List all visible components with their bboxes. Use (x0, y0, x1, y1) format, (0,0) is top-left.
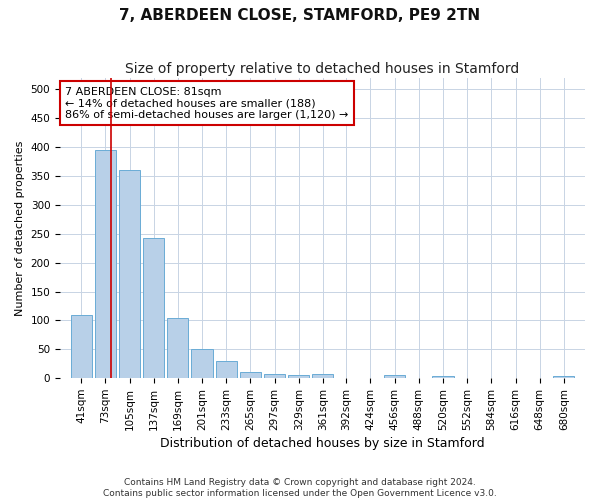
Text: Contains HM Land Registry data © Crown copyright and database right 2024.
Contai: Contains HM Land Registry data © Crown c… (103, 478, 497, 498)
Y-axis label: Number of detached properties: Number of detached properties (15, 140, 25, 316)
Text: 7 ABERDEEN CLOSE: 81sqm
← 14% of detached houses are smaller (188)
86% of semi-d: 7 ABERDEEN CLOSE: 81sqm ← 14% of detache… (65, 86, 349, 120)
Bar (95, 150, 116, 378)
Bar (167, 318, 188, 378)
Bar (71, 314, 92, 378)
Title: Size of property relative to detached houses in Stamford: Size of property relative to detached ho… (125, 62, 520, 76)
Bar (384, 376, 405, 378)
Bar (240, 372, 261, 378)
X-axis label: Distribution of detached houses by size in Stamford: Distribution of detached houses by size … (160, 437, 485, 450)
Bar (288, 376, 309, 378)
Bar (553, 376, 574, 378)
Bar (313, 374, 334, 378)
Text: 7, ABERDEEN CLOSE, STAMFORD, PE9 2TN: 7, ABERDEEN CLOSE, STAMFORD, PE9 2TN (119, 8, 481, 22)
Bar (191, 350, 212, 378)
Bar (119, 170, 140, 378)
Bar (215, 362, 237, 378)
Bar (264, 374, 285, 378)
Bar (143, 238, 164, 378)
Bar (433, 376, 454, 378)
